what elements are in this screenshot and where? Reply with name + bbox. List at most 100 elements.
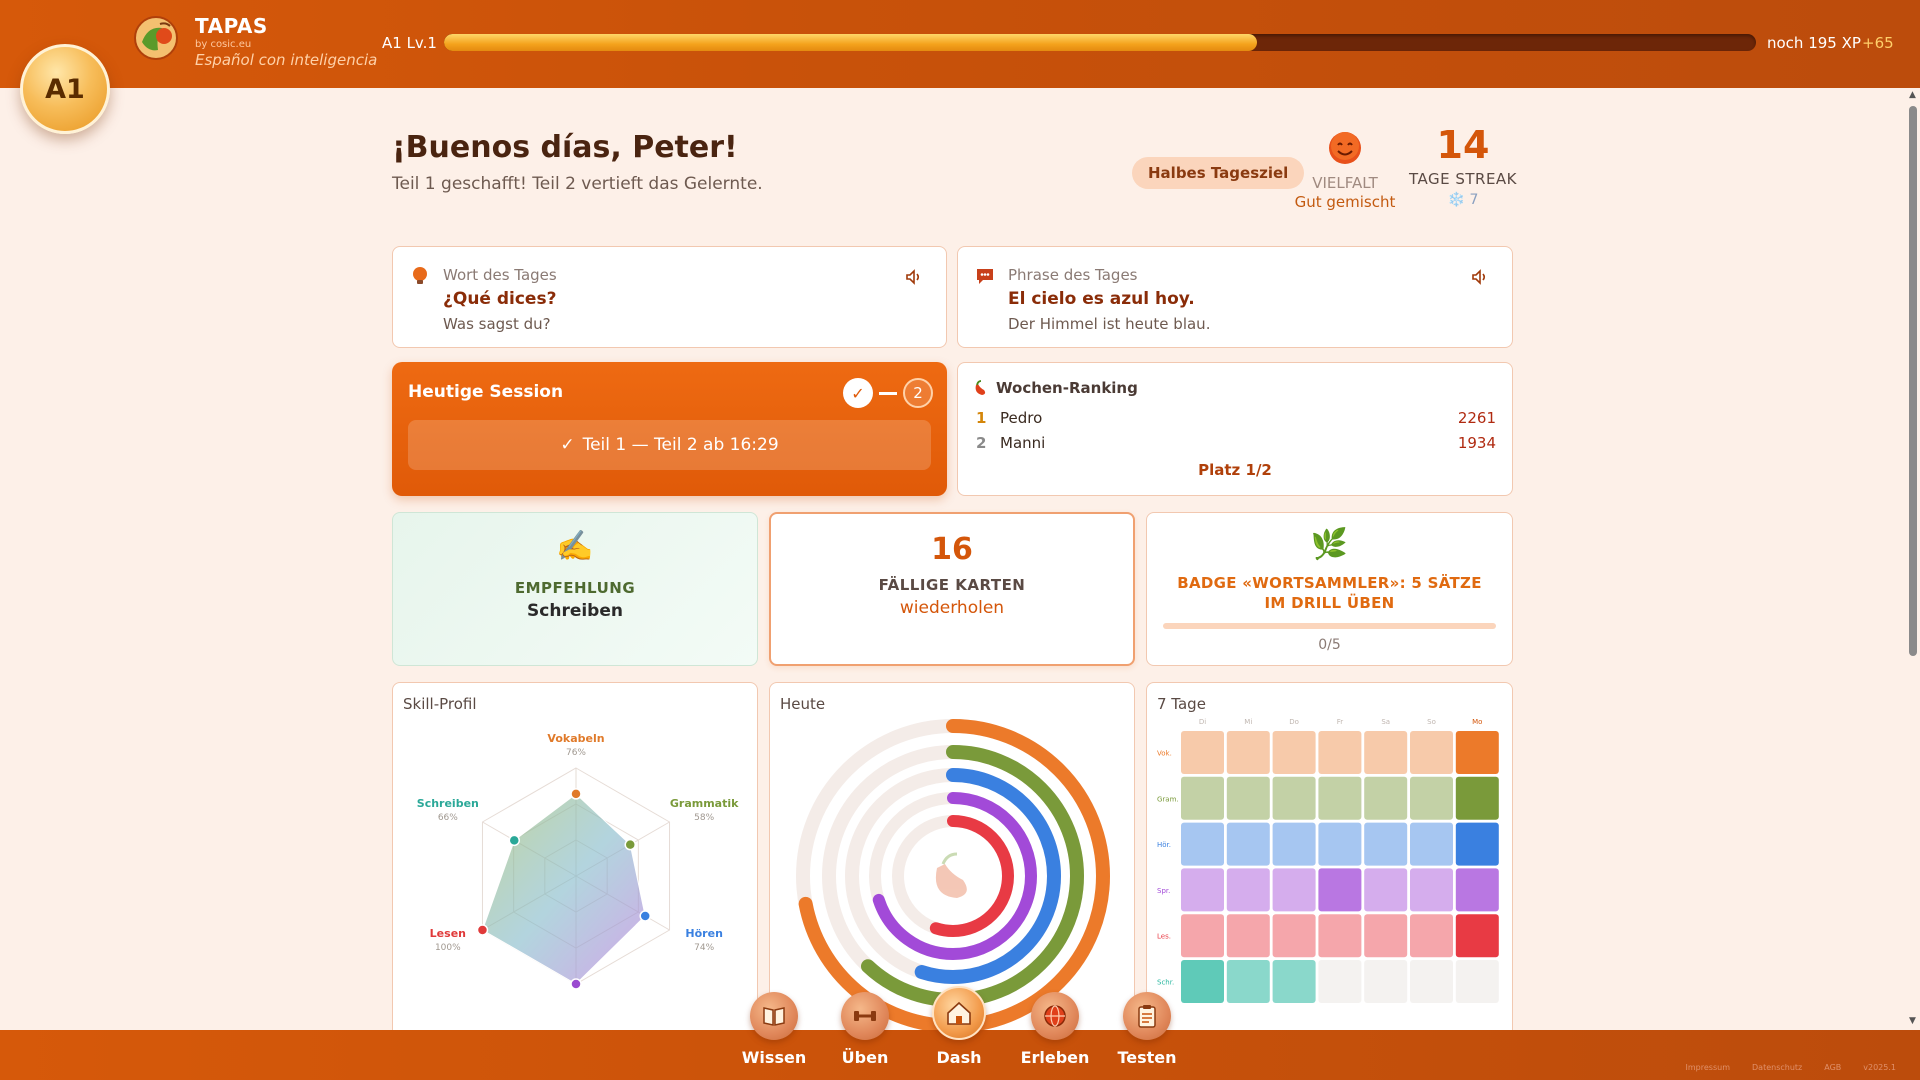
footer-link[interactable]: AGB: [1824, 1063, 1842, 1072]
ranking-name: Pedro: [1000, 409, 1043, 427]
radar-area: [481, 793, 646, 985]
heatmap-cell: [1226, 731, 1270, 774]
skill-row-label: Les.: [1157, 933, 1171, 941]
phrase-of-day-card[interactable]: Phrase des Tages El cielo es azul hoy. D…: [957, 246, 1513, 348]
heatmap-cell: [1364, 868, 1408, 912]
heatmap-cell: [1364, 822, 1408, 866]
daily-goal-badge: Halbes Tagesziel: [1132, 157, 1305, 189]
scroll-up-icon[interactable]: ▲: [1909, 90, 1916, 100]
word-text: ¿Qué dices?: [443, 289, 557, 309]
chili-icon: [975, 380, 986, 395]
xp-progress-bar: [444, 34, 1756, 51]
skill-row-label: Hör.: [1157, 841, 1171, 849]
variety-indicator[interactable]: VIELFALT Gut gemischt: [1290, 130, 1400, 211]
scrollbar-thumb[interactable]: [1909, 106, 1917, 656]
word-caption: Wort des Tages: [443, 266, 557, 284]
xp-level-label: A1 Lv.1: [382, 34, 437, 52]
heatmap-cell: [1455, 960, 1499, 1003]
radar-point: [570, 978, 582, 990]
skill-percent: 76%: [566, 748, 586, 758]
week-heatmap: Di Mi Do Fr Sa So Mo Vok. Gram. Hör. Spr. Les. Schr.: [1157, 718, 1499, 1003]
heatmap-cell: [1455, 914, 1499, 958]
level-badge[interactable]: A1: [20, 44, 110, 134]
skill-label: Schreiben: [417, 797, 479, 810]
streak-counter[interactable]: 14 TAGE STREAK ❄️ 7: [1398, 126, 1528, 208]
badge-goal-tile[interactable]: 🌿 BADGE «WORTSAMMLER»: 5 SÄTZE IM DRILL …: [1146, 512, 1513, 666]
nav-ueben[interactable]: Üben: [820, 992, 910, 1067]
footer-link[interactable]: Impressum: [1685, 1063, 1730, 1072]
word-translation: Was sagst du?: [443, 315, 551, 333]
speaker-icon[interactable]: [1470, 267, 1490, 287]
radar-point: [570, 788, 582, 800]
streak-number: 14: [1436, 123, 1490, 167]
session-title: Heutige Session: [408, 382, 564, 402]
session-steps: ✓ 2: [843, 378, 933, 408]
heatmap-cell: [1364, 731, 1408, 774]
heatmap-cell: [1318, 822, 1362, 866]
ranking-points: 2261: [1457, 409, 1496, 427]
nav-erleben[interactable]: Erleben: [1010, 992, 1100, 1067]
smiley-face-icon: [1329, 132, 1361, 164]
session-card[interactable]: Heutige Session ✓ 2 ✓ Teil 1 — Teil 2 ab…: [392, 362, 947, 496]
heatmap-cell: [1181, 914, 1224, 958]
radar-point: [639, 910, 651, 922]
heatmap-cell: [1364, 960, 1408, 1003]
ranking-name: Manni: [1000, 434, 1046, 452]
nav-dash[interactable]: Dash: [914, 986, 1004, 1067]
recommendation-tile[interactable]: ✍️ EMPFEHLUNG Schreiben: [392, 512, 758, 666]
speaker-icon[interactable]: [904, 267, 924, 287]
brand-tagline: Español con inteligencia: [195, 51, 378, 69]
heatmap-cell: [1364, 776, 1408, 820]
ring-progress: [892, 815, 1014, 937]
dumbbell-icon: [841, 992, 889, 1040]
recommendation-caption: EMPFEHLUNG: [514, 579, 636, 597]
skill-percent: 74%: [694, 943, 714, 953]
brand-by: by cosic.eu: [195, 39, 252, 50]
heatmap-cell: [1272, 776, 1316, 820]
heatmap-cell: [1318, 914, 1362, 958]
ranking-rank: 2: [976, 434, 987, 452]
skill-row-label: Schr.: [1157, 979, 1174, 987]
heatmap-cell: [1455, 868, 1499, 912]
skill-row-label: Gram.: [1157, 795, 1179, 803]
tapas-logo-icon[interactable]: [132, 14, 180, 62]
heatmap-cell: [1226, 868, 1270, 912]
top-bar: TAPAS by cosic.eu Español con inteligenc…: [0, 0, 1920, 88]
scroll-down-icon[interactable]: ▼: [1909, 1016, 1916, 1026]
skill-row-label: Spr.: [1157, 887, 1170, 895]
badge-progress-text: 0/5: [1318, 637, 1341, 653]
footer-link[interactable]: Datenschutz: [1752, 1063, 1803, 1072]
day-label: Mi: [1244, 718, 1252, 726]
due-cards-tile[interactable]: 16 FÄLLIGE KARTEN wiederholen: [769, 512, 1135, 666]
skill-label: Grammatik: [670, 797, 739, 810]
heatmap-cell: [1410, 868, 1453, 912]
heatmap-cell: [1272, 731, 1316, 774]
scrollbar[interactable]: ▲ ▼: [1906, 88, 1920, 1028]
heatmap-cell: [1410, 776, 1453, 820]
badge-progress-bar: [1163, 623, 1496, 629]
level-badge-text: A1: [45, 73, 85, 105]
brand[interactable]: TAPAS by cosic.eu Español con inteligenc…: [195, 14, 377, 69]
ranking-row: 2 Manni 1934: [976, 434, 1496, 454]
step-connector: [879, 391, 897, 395]
heatmap-cell: [1318, 731, 1362, 774]
week-panel: 7 Tage Di Mi Do Fr Sa So Mo Vok. Gram. Hör. Spr. Le…: [1146, 682, 1513, 1042]
variety-label: VIELFALT: [1312, 174, 1378, 192]
heatmap-cell: [1410, 731, 1453, 774]
nav-wissen[interactable]: Wissen: [729, 992, 819, 1067]
heatmap-cell: [1318, 960, 1362, 1003]
phrase-text: El cielo es azul hoy.: [1008, 289, 1195, 309]
nav-label: Üben: [841, 1048, 889, 1067]
session-part-button[interactable]: ✓ Teil 1 — Teil 2 ab 16:29: [408, 420, 931, 470]
weekly-ranking-card[interactable]: Wochen-Ranking 1 Pedro 2261 2 Manni 1934…: [957, 362, 1513, 496]
book-icon: [750, 992, 798, 1040]
heatmap-cell: [1181, 960, 1224, 1003]
nav-testen[interactable]: Testen: [1102, 992, 1192, 1067]
heatmap-cell: [1226, 960, 1270, 1003]
ranking-row: 1 Pedro 2261: [976, 409, 1496, 429]
today-panel: Heute: [769, 682, 1135, 1042]
ranking-points: 1934: [1457, 434, 1496, 452]
heatmap-cell: [1318, 868, 1362, 912]
radar-point: [476, 924, 489, 936]
word-of-day-card[interactable]: Wort des Tages ¿Qué dices? Was sagst du?: [392, 246, 947, 348]
